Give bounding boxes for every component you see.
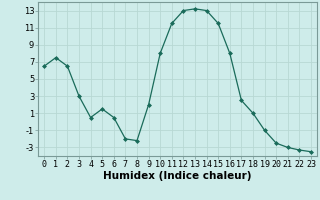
X-axis label: Humidex (Indice chaleur): Humidex (Indice chaleur) <box>103 171 252 181</box>
